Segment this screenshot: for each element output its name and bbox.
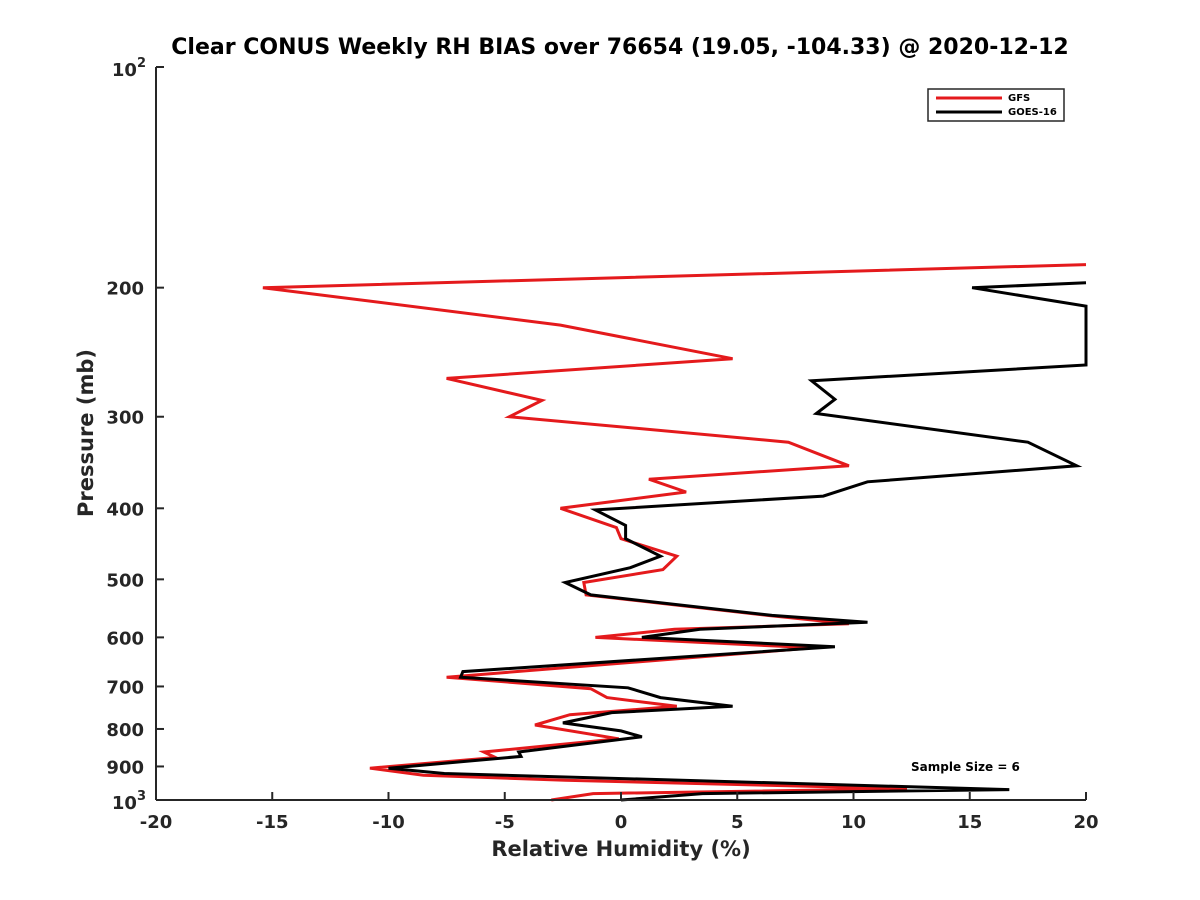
legend: GFS GOES-16 xyxy=(927,88,1065,122)
y-tick-label: 900 xyxy=(106,757,144,778)
x-tick-label: 20 xyxy=(1073,812,1098,833)
x-ticks: -20 -15 -10 -5 0 5 10 15 20 xyxy=(140,792,1099,833)
x-tick-label: -15 xyxy=(256,812,289,833)
y-tick-label: 700 xyxy=(106,677,144,698)
y-tick-label: 500 xyxy=(106,570,144,591)
y-tick-label: 600 xyxy=(106,628,144,649)
x-tick-label: 0 xyxy=(615,812,628,833)
y-tick-label: 300 xyxy=(106,408,144,429)
x-tick-label: -10 xyxy=(372,812,405,833)
sample-size-annotation: Sample Size = 6 xyxy=(911,760,1020,774)
y-axis-label: Pressure (mb) xyxy=(74,349,98,517)
legend-label-goes16: GOES-16 xyxy=(1008,107,1057,118)
chart-title: Clear CONUS Weekly RH BIAS over 76654 (1… xyxy=(171,35,1068,60)
x-tick-label: -20 xyxy=(140,812,173,833)
x-tick-label: 15 xyxy=(957,812,982,833)
y-tick-label: 200 xyxy=(106,279,144,300)
y-tick-label-power: 102 xyxy=(112,56,146,81)
y-tick-label: 400 xyxy=(106,499,144,520)
series-layer xyxy=(262,263,1088,802)
y-tick-label-power: 103 xyxy=(112,789,146,814)
series-line-gfs xyxy=(262,263,1087,802)
y-tick-label: 800 xyxy=(106,720,144,741)
series-line-goes-16 xyxy=(388,281,1088,802)
legend-box xyxy=(927,88,1065,122)
axes xyxy=(155,67,1086,801)
x-tick-label: 5 xyxy=(731,812,744,833)
x-tick-label: -5 xyxy=(495,812,515,833)
y-ticks: 200 300 400 500 600 700 800 900 102 103 xyxy=(106,56,164,814)
x-tick-label: 10 xyxy=(841,812,866,833)
legend-label-gfs: GFS xyxy=(1008,93,1030,104)
x-axis-label: Relative Humidity (%) xyxy=(491,837,750,861)
